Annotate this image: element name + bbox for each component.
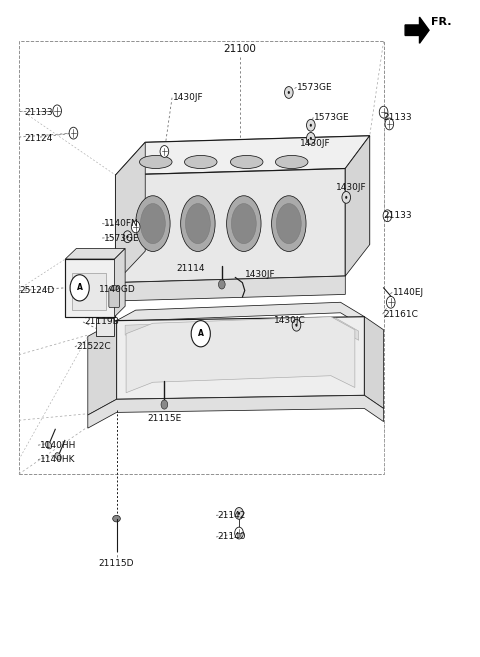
Text: 1430JF: 1430JF bbox=[245, 270, 276, 279]
Ellipse shape bbox=[230, 156, 263, 169]
Circle shape bbox=[70, 275, 89, 301]
Text: A: A bbox=[198, 329, 204, 338]
Circle shape bbox=[235, 527, 243, 539]
Circle shape bbox=[238, 512, 240, 515]
Text: 1573GE: 1573GE bbox=[314, 113, 350, 122]
Circle shape bbox=[285, 87, 293, 99]
Polygon shape bbox=[65, 259, 115, 317]
Polygon shape bbox=[126, 317, 355, 393]
Polygon shape bbox=[115, 248, 125, 317]
Polygon shape bbox=[364, 317, 384, 409]
Polygon shape bbox=[125, 318, 359, 340]
Text: A: A bbox=[77, 283, 83, 292]
Circle shape bbox=[310, 137, 312, 140]
Text: 1430JF: 1430JF bbox=[300, 139, 330, 148]
Ellipse shape bbox=[227, 196, 261, 252]
Text: 21124: 21124 bbox=[24, 134, 53, 143]
Polygon shape bbox=[117, 302, 364, 330]
Ellipse shape bbox=[272, 196, 306, 252]
Text: 21140: 21140 bbox=[217, 532, 246, 541]
Text: 21114: 21114 bbox=[177, 264, 205, 273]
Circle shape bbox=[235, 507, 243, 519]
Ellipse shape bbox=[276, 156, 308, 169]
Ellipse shape bbox=[55, 453, 61, 460]
Circle shape bbox=[295, 324, 298, 327]
Polygon shape bbox=[117, 317, 364, 399]
Polygon shape bbox=[116, 143, 145, 283]
Circle shape bbox=[288, 91, 290, 94]
Text: 1140GD: 1140GD bbox=[99, 284, 135, 294]
Ellipse shape bbox=[109, 286, 119, 290]
Bar bbox=[19, 41, 384, 474]
Text: 21133: 21133 bbox=[384, 212, 412, 220]
Circle shape bbox=[385, 118, 394, 130]
Circle shape bbox=[161, 400, 168, 409]
Circle shape bbox=[383, 210, 392, 221]
Circle shape bbox=[379, 106, 388, 118]
Text: 21522C: 21522C bbox=[76, 342, 111, 351]
Text: 21133: 21133 bbox=[24, 108, 53, 117]
Circle shape bbox=[126, 235, 129, 238]
Polygon shape bbox=[65, 248, 125, 259]
Circle shape bbox=[310, 124, 312, 127]
Circle shape bbox=[53, 105, 61, 117]
Circle shape bbox=[69, 127, 78, 139]
Text: 1573GE: 1573GE bbox=[104, 233, 139, 242]
Circle shape bbox=[307, 120, 315, 131]
Polygon shape bbox=[116, 276, 345, 301]
Ellipse shape bbox=[180, 196, 215, 252]
Text: 1430JC: 1430JC bbox=[274, 316, 305, 325]
Polygon shape bbox=[88, 396, 384, 428]
Circle shape bbox=[123, 231, 132, 242]
FancyBboxPatch shape bbox=[109, 288, 120, 307]
Circle shape bbox=[342, 191, 350, 203]
Circle shape bbox=[345, 196, 348, 199]
Text: 21115D: 21115D bbox=[99, 559, 134, 568]
Polygon shape bbox=[116, 136, 370, 175]
Text: 1140FN: 1140FN bbox=[104, 219, 138, 228]
Text: 21133: 21133 bbox=[384, 113, 412, 122]
Ellipse shape bbox=[141, 204, 165, 244]
Text: 25124D: 25124D bbox=[20, 286, 55, 295]
Text: 1140HK: 1140HK bbox=[40, 455, 75, 464]
Text: 21115E: 21115E bbox=[147, 414, 181, 422]
Ellipse shape bbox=[185, 204, 210, 244]
Text: 21100: 21100 bbox=[224, 45, 256, 55]
Text: 1140HH: 1140HH bbox=[40, 441, 76, 449]
Text: 21119B: 21119B bbox=[84, 317, 119, 327]
Circle shape bbox=[191, 321, 210, 347]
Ellipse shape bbox=[46, 442, 52, 449]
Ellipse shape bbox=[113, 515, 120, 522]
Text: FR.: FR. bbox=[432, 17, 452, 28]
Text: 21142: 21142 bbox=[217, 511, 245, 520]
Circle shape bbox=[218, 280, 225, 289]
Text: 1573GE: 1573GE bbox=[298, 83, 333, 92]
Polygon shape bbox=[88, 321, 117, 415]
Ellipse shape bbox=[184, 156, 217, 169]
Text: 1140EJ: 1140EJ bbox=[393, 288, 424, 297]
Text: 1430JF: 1430JF bbox=[336, 183, 366, 192]
Circle shape bbox=[292, 319, 301, 331]
Polygon shape bbox=[145, 136, 370, 251]
Circle shape bbox=[132, 221, 140, 233]
Circle shape bbox=[386, 296, 395, 308]
Ellipse shape bbox=[136, 196, 170, 252]
Ellipse shape bbox=[140, 156, 172, 169]
Bar bbox=[72, 273, 106, 310]
Polygon shape bbox=[116, 169, 345, 283]
Ellipse shape bbox=[231, 204, 256, 244]
Circle shape bbox=[160, 146, 168, 158]
Bar bbox=[96, 318, 114, 336]
Polygon shape bbox=[405, 17, 429, 43]
Text: 21161C: 21161C bbox=[384, 309, 419, 319]
Polygon shape bbox=[345, 136, 370, 276]
Circle shape bbox=[307, 133, 315, 145]
Text: 1430JF: 1430JF bbox=[173, 93, 204, 102]
Ellipse shape bbox=[276, 204, 301, 244]
